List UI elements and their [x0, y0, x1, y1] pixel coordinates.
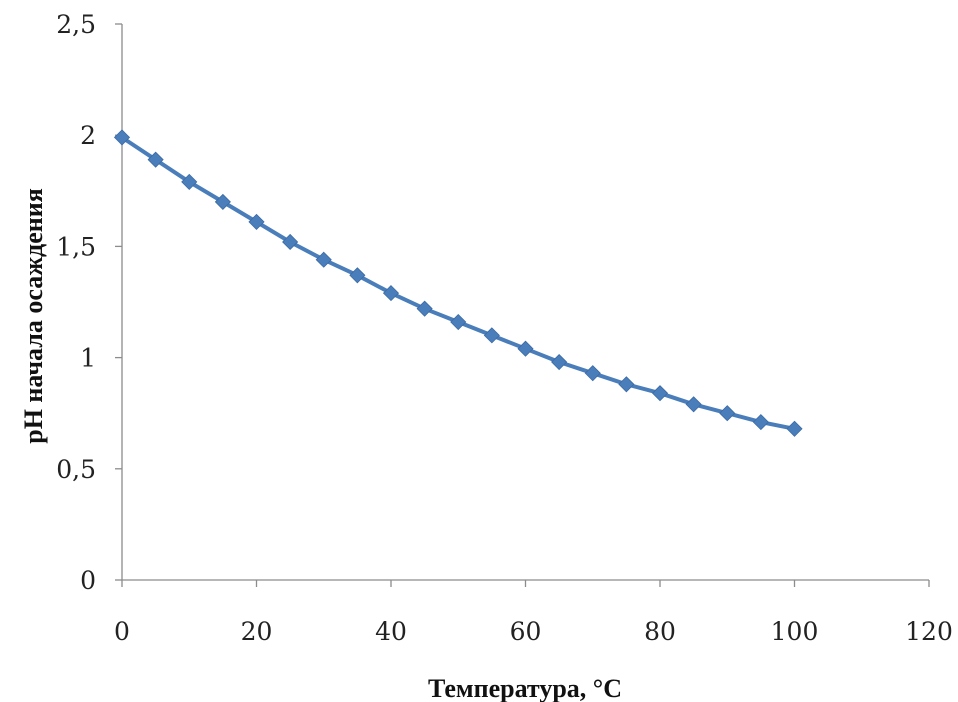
x-tick-label: 100 — [771, 617, 819, 646]
series-layer — [113, 129, 803, 437]
data-point — [282, 233, 299, 251]
x-tick-label: 0 — [114, 617, 130, 646]
series-line — [120, 135, 797, 431]
x-tick-label: 120 — [905, 617, 953, 646]
data-point — [786, 420, 803, 437]
x-axis-title: Температура, °C — [428, 674, 622, 702]
y-ticks: 0 0,5 1 1,5 2 2,5 — [56, 10, 122, 595]
data-point — [618, 376, 635, 393]
data-point — [147, 151, 164, 168]
data-point — [719, 405, 736, 422]
data-point — [214, 193, 231, 210]
data-point — [450, 313, 467, 331]
axes — [121, 24, 929, 581]
data-point — [181, 173, 198, 190]
y-tick-label: 0 — [80, 566, 96, 595]
y-tick-label: 2,5 — [56, 10, 96, 39]
data-point — [551, 353, 568, 371]
data-point — [113, 129, 131, 146]
x-tick-label: 60 — [510, 617, 542, 646]
x-tick-label: 40 — [375, 617, 407, 646]
data-point — [651, 385, 669, 402]
data-point — [248, 213, 265, 231]
data-point — [685, 396, 702, 413]
data-point — [483, 327, 500, 344]
data-point — [349, 267, 366, 284]
y-tick-label: 2 — [80, 121, 96, 150]
x-tick-label: 20 — [241, 617, 273, 646]
y-tick-label: 1,5 — [56, 232, 96, 261]
y-tick-label: 1 — [80, 344, 96, 373]
data-point — [315, 251, 332, 268]
data-point — [416, 300, 433, 317]
data-point — [517, 340, 534, 357]
data-point — [382, 285, 400, 302]
data-point — [752, 414, 769, 431]
data-point — [584, 365, 601, 382]
y-tick-label: 0,5 — [56, 455, 96, 484]
x-ticks: 0 20 40 60 80 100 120 — [114, 580, 953, 646]
y-axis-title: pH начала осаждения — [19, 188, 48, 444]
x-tick-label: 80 — [644, 617, 676, 646]
